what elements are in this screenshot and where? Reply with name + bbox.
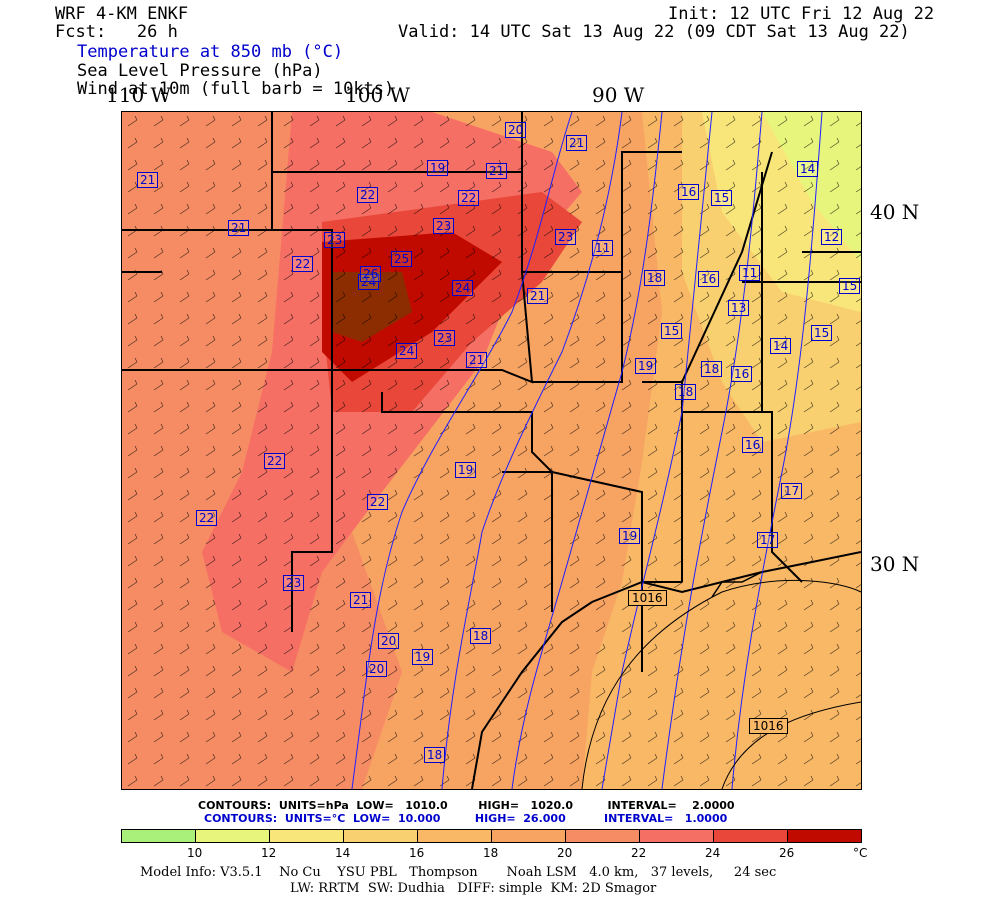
legend-swatch	[565, 829, 640, 843]
temperature-label: 22	[196, 510, 218, 526]
forecast-hour: Fcst: 26 h	[55, 22, 178, 42]
legend-swatch	[639, 829, 714, 843]
temperature-label: 21	[527, 288, 549, 304]
temperature-label: 24	[452, 280, 474, 296]
legend-swatch	[417, 829, 492, 843]
legend-tick-label: 20	[557, 846, 573, 860]
wind-barbs	[122, 112, 861, 789]
temperature-label: 18	[424, 747, 446, 763]
legend-tick-label: 12	[261, 846, 277, 860]
temp-contour-info: CONTOURS: UNITS=°C LOW= 10.000 HIGH= 26.…	[204, 812, 728, 825]
slp-contour-info: CONTOURS: UNITS=hPa LOW= 1010.0 HIGH= 10…	[198, 799, 735, 812]
legend-swatch	[787, 829, 862, 843]
weather-map	[121, 111, 862, 790]
pressure-label: 1016	[628, 590, 667, 606]
legend-tick-label: 24	[705, 846, 721, 860]
temperature-label: 21	[466, 352, 488, 368]
temperature-label: 19	[412, 649, 434, 665]
field-pressure: Sea Level Pressure (hPa)	[77, 61, 323, 81]
temperature-label: 11	[739, 265, 761, 281]
temperature-label: 26	[360, 266, 382, 282]
temperature-label: 23	[324, 232, 346, 248]
temperature-label: 21	[350, 592, 372, 608]
lon-110w-label: 110 W	[106, 83, 172, 107]
legend-swatch	[713, 829, 788, 843]
field-wind: Wind at 10m (full barb = 10kts)	[77, 79, 395, 99]
temperature-label: 18	[701, 361, 723, 377]
temperature-label: 12	[821, 229, 843, 245]
temperature-label: 23	[434, 330, 456, 346]
temperature-label: 19	[619, 528, 641, 544]
temperature-label: 16	[731, 366, 753, 382]
gulf-coastline	[471, 551, 861, 789]
temperature-label: 21	[486, 163, 508, 179]
temperature-label: 20	[378, 633, 400, 649]
temperature-label: 22	[357, 187, 379, 203]
lon-100w-label: 100 W	[345, 83, 411, 107]
temperature-label: 15	[661, 323, 683, 339]
temperature-label: 18	[470, 628, 492, 644]
init-time: Init: 12 UTC Fri 12 Aug 22	[668, 4, 935, 24]
temperature-label: 21	[566, 135, 588, 151]
model-info-physics: LW: RRTM SW: Dudhia DIFF: simple KM: 2D …	[290, 881, 657, 896]
legend-tick-label: 16	[409, 846, 425, 860]
temperature-label: 23	[433, 218, 455, 234]
legend-tick-label: 10	[187, 846, 203, 860]
legend-swatch	[269, 829, 344, 843]
temperature-label: 14	[797, 161, 819, 177]
temperature-label: 16	[678, 184, 700, 200]
mississippi-delta	[711, 571, 763, 598]
field-temperature: Temperature at 850 mb (°C)	[77, 42, 344, 62]
temperature-label: 22	[458, 190, 480, 206]
temperature-label: 21	[228, 220, 250, 236]
model-info: Model Info: V3.5.1 No Cu YSU PBL Thompso…	[140, 865, 777, 880]
legend-tick-label: 14	[335, 846, 351, 860]
temperature-label: 19	[455, 462, 477, 478]
legend-swatch	[343, 829, 418, 843]
temperature-label: 19	[427, 160, 449, 176]
legend-swatch	[121, 829, 196, 843]
legend-tick-label: 22	[631, 846, 647, 860]
model-title: WRF 4-KM ENKF	[55, 4, 189, 24]
lat-40n-label: 40 N	[870, 200, 920, 224]
temperature-label: 15	[839, 278, 861, 294]
temperature-label: 24	[358, 274, 380, 290]
temperature-label: 13	[728, 300, 750, 316]
temperature-label: 20	[366, 661, 388, 677]
temperature-label: 20	[505, 122, 527, 138]
legend-tick-label: 18	[483, 846, 499, 860]
temperature-label: 21	[137, 172, 159, 188]
temperature-label: 18	[644, 270, 666, 286]
legend-tick-label: 26	[779, 846, 795, 860]
legend-swatch	[491, 829, 566, 843]
temperature-label: 22	[367, 494, 389, 510]
temperature-label: 19	[635, 358, 657, 374]
temperature-label: 22	[292, 256, 314, 272]
lat-30n-label: 30 N	[870, 552, 920, 576]
legend-swatch	[195, 829, 270, 843]
temperature-label: 23	[555, 229, 577, 245]
temperature-label: 16	[698, 271, 720, 287]
temperature-label: 17	[757, 532, 779, 548]
temperature-label: 23	[283, 575, 305, 591]
temperature-label: 18	[675, 384, 697, 400]
temperature-label: 22	[264, 453, 286, 469]
valid-time: Valid: 14 UTC Sat 13 Aug 22 (09 CDT Sat …	[398, 22, 910, 42]
temperature-label: 15	[811, 325, 833, 341]
temperature-label: 24	[396, 343, 418, 359]
temperature-label: 17	[781, 483, 803, 499]
temperature-label: 16	[742, 437, 764, 453]
temperature-label: 25	[391, 251, 413, 267]
legend-tick-label: °C	[853, 846, 868, 860]
temperature-label: 11	[592, 240, 614, 256]
temperature-label: 14	[770, 338, 792, 354]
pressure-label: 1016	[749, 718, 788, 734]
temperature-label: 15	[711, 190, 733, 206]
lon-90w-label: 90 W	[592, 83, 645, 107]
